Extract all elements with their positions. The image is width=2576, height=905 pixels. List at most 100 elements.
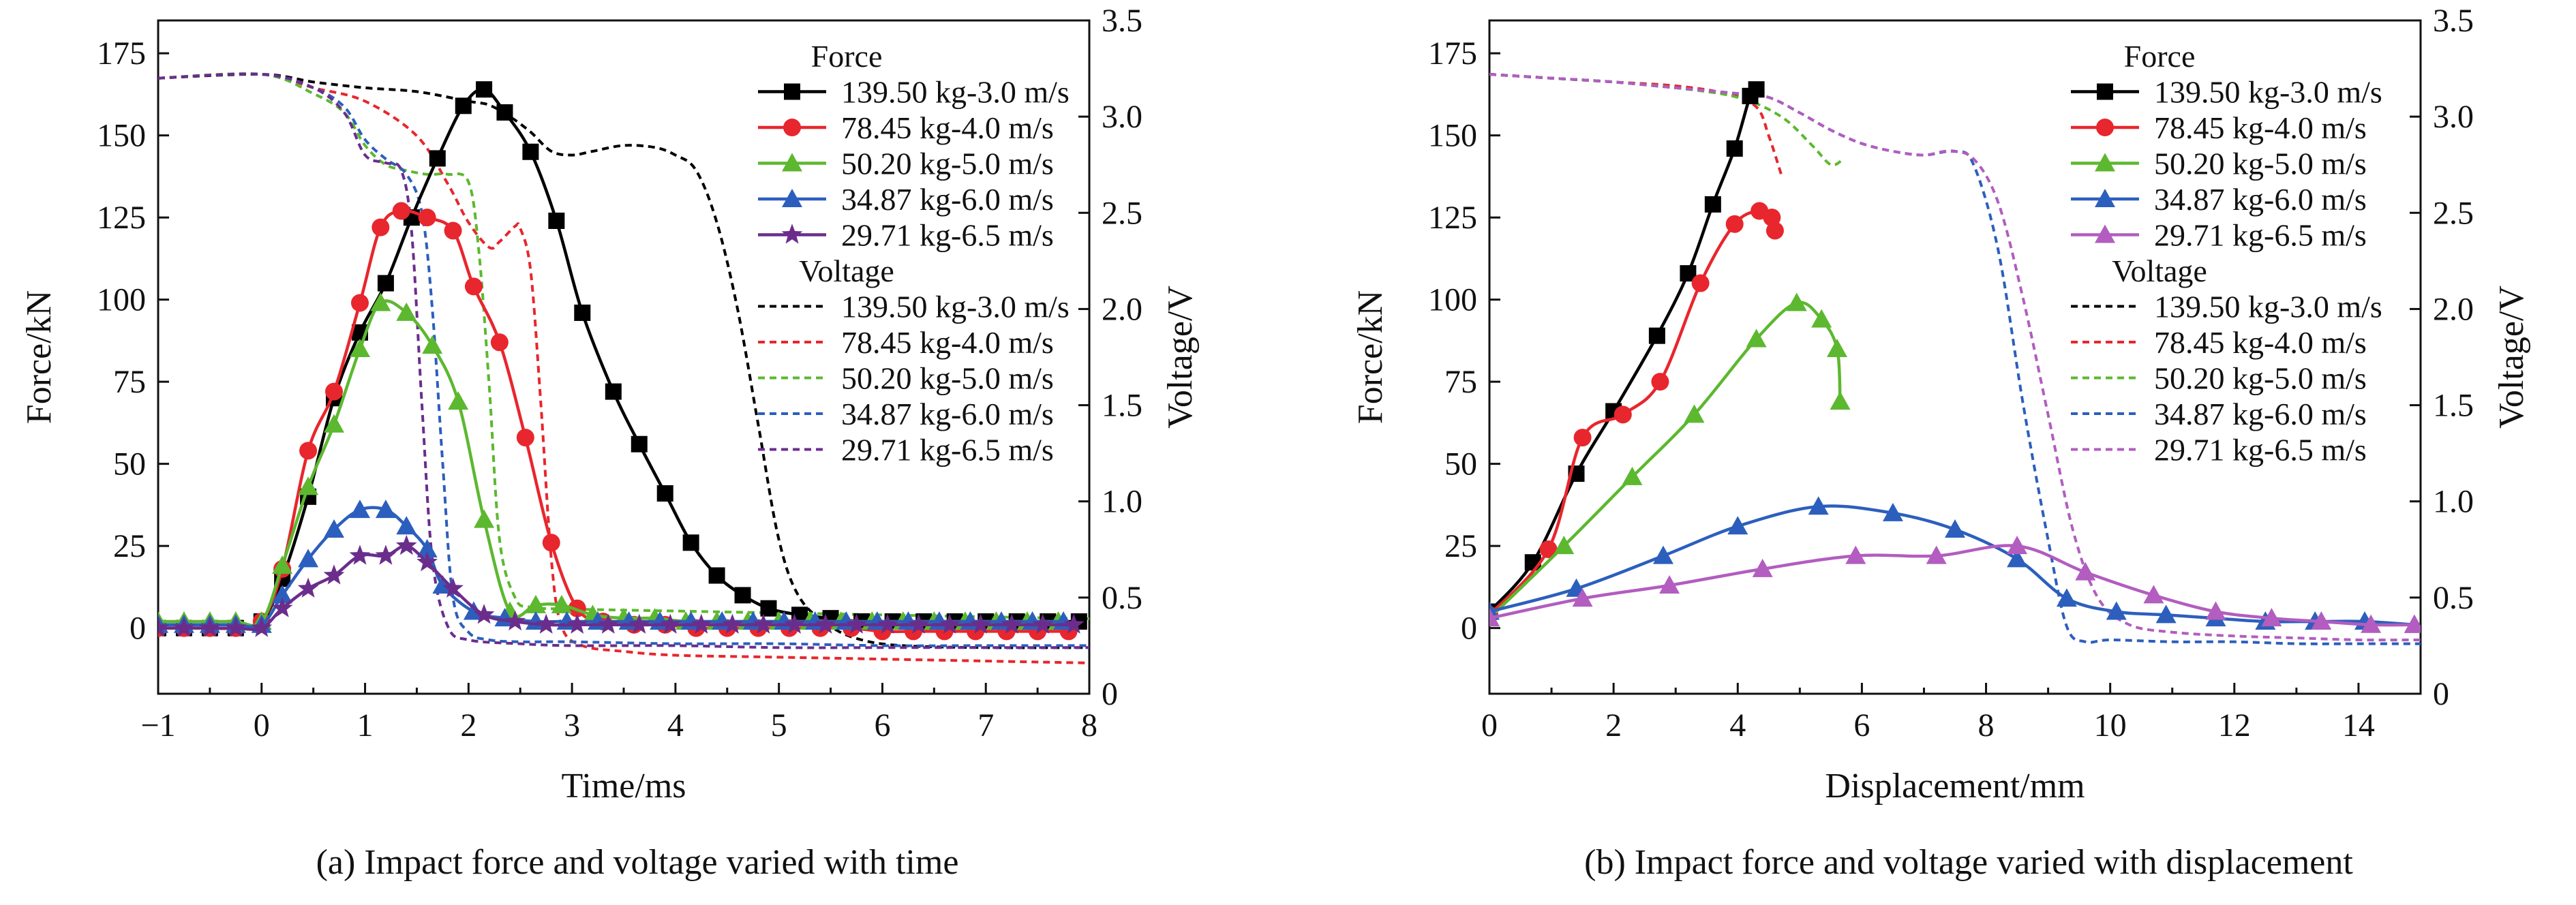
force-point [722,613,743,634]
force-point [631,435,648,452]
force-point [2261,608,2282,627]
y2-tick-label: 2.5 [2433,195,2474,231]
force-point [1945,519,1965,538]
legend-entry: 29.71 kg-6.5 m/s [841,433,1054,467]
y-tick-label: 100 [1428,282,1477,318]
legend-title-force: Force [2124,39,2196,74]
force-point [1746,328,1767,348]
force-point [566,613,588,634]
x-tick-label: 14 [2342,707,2375,743]
plot-area [158,72,1089,664]
y-axis-label: Force/kN [20,290,59,424]
x-tick-label: 3 [564,707,580,743]
force-point [418,209,436,227]
force-line-2 [1489,301,1842,619]
force-point [225,617,247,637]
x-tick-label: 12 [2218,707,2251,743]
force-point [496,104,513,121]
y2-tick-label: 3.0 [2433,99,2474,135]
force-point [525,594,546,613]
force-point [548,212,565,229]
force-point [2311,611,2332,630]
force-point [2361,614,2382,633]
force-point [1725,215,1744,233]
force-point [377,275,394,292]
legend-title-voltage: Voltage [2112,254,2207,288]
force-point [474,509,495,528]
force-point [1726,140,1743,157]
force-point [324,519,345,538]
force-point [1659,574,1680,594]
force-point [1539,540,1558,558]
force-point [1766,221,1784,240]
legend-title-force: Force [811,39,883,74]
force-markers-0 [1489,81,1765,620]
force-point [372,218,390,236]
legend-entry: 139.50 kg-3.0 m/s [2154,75,2382,110]
x-tick-label: −1 [140,707,175,743]
force-point [375,500,396,519]
force-point [1704,196,1721,213]
force-point [199,617,221,637]
force-point [297,577,319,598]
force-point [760,600,777,617]
legend-swatch-marker [2095,224,2115,243]
force-point [877,613,898,634]
force-point [1622,466,1643,485]
force-point [444,221,462,240]
force-point [753,613,774,634]
force-point [392,202,410,220]
force-point [448,391,469,410]
force-point [605,383,622,400]
force-line-3 [1489,504,2415,627]
force-point [1554,536,1575,555]
force-point [734,587,751,604]
force-point [1648,327,1665,344]
legend-swatch-marker [2096,119,2114,136]
y2-tick-label: 2.0 [2433,291,2474,327]
force-point [1752,558,1773,577]
force-point [272,555,293,574]
y2-tick-label: 0 [1102,676,1118,712]
y-axis-label: Force/kN [1351,290,1390,424]
y-tick-label: 150 [97,118,146,154]
figure-caption: (a) Impact force and voltage varied with… [316,843,959,882]
y2-tick-label: 0.5 [2433,580,2474,616]
force-point [691,613,712,634]
y2-tick-label: 3.5 [2433,3,2474,39]
force-point [416,538,438,557]
force-point [846,613,867,634]
x-tick-label: 2 [460,707,476,743]
force-point [442,577,464,598]
y-tick-label: 125 [1428,200,1477,236]
y-tick-label: 100 [97,282,146,318]
force-point [271,597,293,617]
x-tick-label: 10 [2094,707,2127,743]
force-point [551,594,572,613]
legend-entry: 78.45 kg-4.0 m/s [841,325,1054,360]
y-tick-label: 0 [130,611,146,647]
figure-caption: (b) Impact force and voltage varied with… [1584,843,2353,882]
y-tick-label: 150 [1428,118,1477,154]
force-point [970,613,991,634]
force-point [1001,613,1022,634]
force-point [464,277,483,296]
force-point [323,564,345,585]
voltage-line-0 [1489,73,1751,103]
legend-entry: 78.45 kg-4.0 m/s [2154,325,2367,360]
force-point [1926,545,1947,564]
x-tick-label: 8 [1081,707,1097,743]
x-tick-label: 1 [357,707,374,743]
y2-tick-label: 3.5 [1102,3,1142,39]
force-point [2056,588,2077,607]
legend-entry: 78.45 kg-4.0 m/s [2154,110,2367,145]
force-point [1882,502,1903,521]
force-point [349,338,370,357]
legend-entry: 29.71 kg-6.5 m/s [2154,433,2367,467]
force-point [939,613,960,634]
force-point [682,534,699,551]
force-point [2155,604,2177,624]
x-tick-label: 4 [667,707,684,743]
force-point [272,585,293,604]
